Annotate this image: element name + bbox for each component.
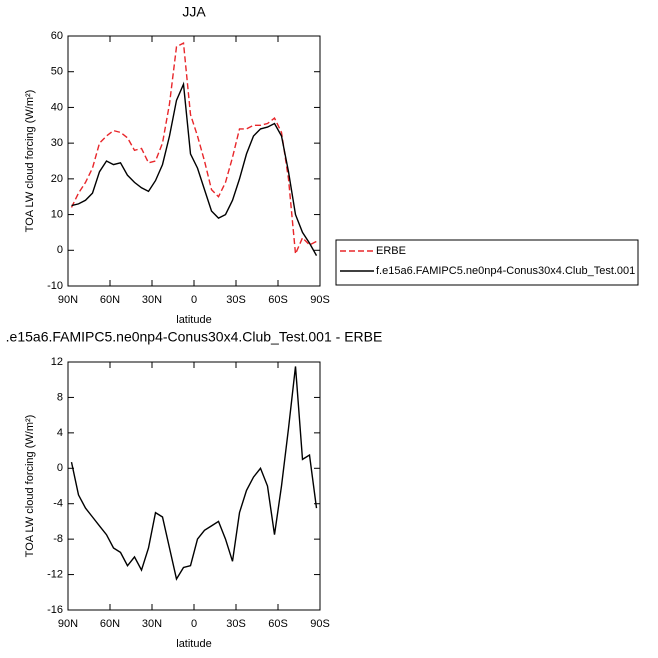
x-tick-label: 30S [226, 294, 246, 306]
y-tick-label: -4 [53, 498, 63, 510]
y-tick-label: -8 [53, 533, 63, 545]
x-tick-label: 60S [268, 294, 288, 306]
chart-title: .e15a6.FAMIPC5.ne0np4-Conus30x4.Club_Tes… [6, 329, 383, 345]
x-axis-label: latitude [176, 638, 211, 650]
data-line [71, 81, 318, 256]
y-axis-label: TOA LW cloud forcing (W/m²) [24, 415, 36, 558]
x-tick-label: 60N [100, 618, 120, 630]
legend-label: f.e15a6.FAMIPC5.ne0np4-Conus30x4.Club_Te… [376, 265, 635, 277]
x-tick-label: 30S [226, 618, 246, 630]
y-tick-label: 10 [51, 208, 63, 220]
y-tick-label: 40 [51, 101, 63, 113]
x-tick-label: 90N [58, 294, 78, 306]
y-tick-label: 0 [57, 462, 63, 474]
legend-label: ERBE [376, 245, 406, 257]
chart-title: JJA [182, 4, 206, 20]
y-tick-label: 50 [51, 66, 63, 78]
x-axis-label: latitude [176, 314, 211, 326]
x-tick-label: 90N [58, 618, 78, 630]
x-tick-label: 30N [142, 294, 162, 306]
x-tick-label: 90S [310, 294, 330, 306]
y-tick-label: 4 [57, 427, 63, 439]
y-tick-label: -10 [47, 280, 63, 292]
y-tick-label: 20 [51, 173, 63, 185]
y-tick-label: -12 [47, 568, 63, 580]
data-line [70, 42, 317, 255]
x-tick-label: 90S [310, 618, 330, 630]
x-tick-label: 30N [142, 618, 162, 630]
y-tick-label: -16 [47, 604, 63, 616]
y-tick-label: 60 [51, 30, 63, 42]
y-tick-label: 12 [51, 356, 63, 368]
y-tick-label: 30 [51, 137, 63, 149]
x-tick-label: 60S [268, 618, 288, 630]
y-tick-label: 0 [57, 244, 63, 256]
legend-box [335, 239, 639, 286]
data-line [70, 366, 318, 581]
x-tick-label: 0 [191, 294, 197, 306]
y-axis-label: TOA LW cloud forcing (W/m²) [24, 90, 36, 233]
x-tick-label: 60N [100, 294, 120, 306]
x-tick-label: 0 [191, 618, 197, 630]
y-tick-label: 8 [57, 391, 63, 403]
